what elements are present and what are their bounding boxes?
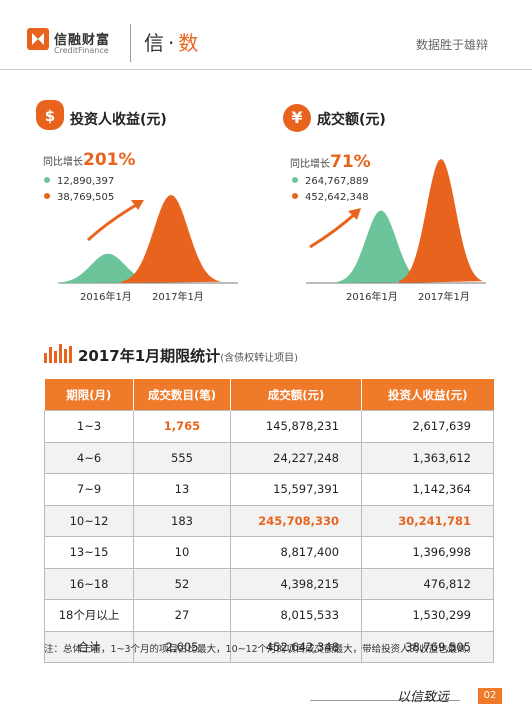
investor-xlabel-2016: 2016年1月 (80, 292, 132, 303)
investor-growth: 同比增长201% (43, 150, 136, 170)
cell-income: 1,530,299 (361, 599, 494, 632)
table-subtitle: (含债权转让项目) (220, 353, 298, 364)
col-header-income: 投资人收益(元) (361, 379, 494, 411)
investor-trend-arrow (86, 202, 139, 242)
page-number: 02 (478, 688, 502, 704)
legend-dot-orange (292, 193, 298, 199)
table-row: 16~18 52 4,398,215 476,812 (43, 567, 494, 600)
header-slogan: 信 · 数 (144, 27, 198, 56)
cell-volume: 245,708,330 (229, 504, 363, 537)
investor-area-2017 (121, 195, 221, 283)
deal-legend-2: 452,642,348 (292, 192, 369, 203)
investor-growth-value: 201% (83, 150, 136, 170)
cell-volume: 452,642,348 (229, 630, 363, 663)
table-row-total: 合计 2,605 452,642,348 38,769,505 (43, 630, 494, 663)
col-header-term: 期限(月) (44, 379, 135, 411)
cell-term: 4~6 (43, 441, 135, 474)
money-bag-icon: $ (36, 100, 64, 130)
col-header-volume: 成交额(元) (230, 379, 363, 411)
header-divider (130, 24, 131, 62)
cell-volume: 4,398,215 (229, 567, 363, 600)
term-statistics-table: 期限(月) 成交数目(笔) 成交额(元) 投资人收益(元) 1~3 1,765 … (43, 379, 494, 663)
cell-term: 1~3 (43, 410, 135, 443)
investor-legend-1-value: 12,890,397 (57, 176, 115, 187)
deal-title: 成交额(元) (317, 112, 386, 128)
investor-xlabel-2017: 2017年1月 (152, 292, 204, 303)
table-row: 1~3 1,765 145,878,231 2,617,639 (43, 410, 494, 443)
deal-area-2017 (399, 159, 483, 283)
slogan-part-b: 数 (178, 31, 199, 55)
cell-income: 1,396,998 (361, 536, 494, 569)
investor-legend-2-value: 38,769,505 (57, 192, 115, 203)
cell-count: 1,765 (133, 410, 231, 443)
cell-count: 555 (133, 441, 231, 474)
table-title-text: 2017年1月期限统计 (78, 347, 221, 365)
deal-growth: 同比增长71% (290, 152, 371, 172)
deal-growth-value: 71% (330, 152, 371, 172)
deal-legend-1-value: 264,767,889 (305, 176, 369, 187)
deal-xlabel-2016: 2016年1月 (346, 292, 398, 303)
header-tagline: 数据胜于雄辩 (416, 38, 489, 52)
cell-income: 30,241,781 (361, 504, 494, 537)
legend-dot-orange (44, 193, 50, 199)
cell-count: 52 (133, 567, 231, 600)
cell-income: 38,769,505 (361, 630, 494, 663)
cell-volume: 8,015,533 (229, 599, 363, 632)
cell-term: 7~9 (43, 473, 135, 506)
table-row: 7~9 13 15,597,391 1,142,364 (43, 473, 494, 506)
legend-dot-green (44, 177, 50, 183)
table-header-row: 期限(月) 成交数目(笔) 成交额(元) 投资人收益(元) (44, 379, 494, 411)
table-row: 10~12 183 245,708,330 30,241,781 (43, 504, 494, 537)
cell-term: 16~18 (43, 567, 135, 600)
deal-xlabel-2017: 2017年1月 (418, 292, 470, 303)
cell-income: 2,617,639 (361, 410, 494, 443)
table-row: 18个月以上 27 8,015,533 1,530,299 (43, 599, 494, 632)
cell-count: 10 (133, 536, 231, 569)
cell-volume: 145,878,231 (229, 410, 363, 443)
cell-count: 183 (133, 504, 231, 537)
investor-growth-label: 同比增长 (43, 157, 83, 168)
cell-income: 1,363,612 (361, 441, 494, 474)
cell-count: 27 (133, 599, 231, 632)
logo-text: 信融财富 (54, 33, 111, 48)
investor-title: 投资人收益(元) (70, 112, 167, 128)
cell-income: 1,142,364 (361, 473, 494, 506)
logo-mark (27, 28, 49, 50)
cell-volume: 8,817,400 (229, 536, 363, 569)
table-row: 4~6 555 24,227,248 1,363,612 (43, 441, 494, 474)
cell-term: 合计 (43, 630, 135, 663)
deal-legend-2-value: 452,642,348 (305, 192, 369, 203)
slogan-dot: · (168, 31, 175, 55)
bar-chart-icon (44, 344, 72, 363)
slogan-part-a: 信 (144, 31, 164, 55)
deal-growth-label: 同比增长 (290, 159, 330, 170)
cell-volume: 15,597,391 (229, 473, 363, 506)
logo-x-icon (32, 33, 44, 45)
col-header-count: 成交数目(笔) (133, 379, 231, 411)
cell-income: 476,812 (361, 567, 494, 600)
investor-legend-1: 12,890,397 (44, 176, 114, 187)
table-row: 13~15 10 8,817,400 1,396,998 (43, 536, 494, 569)
investor-legend-2: 38,769,505 (44, 192, 114, 203)
table-title: 2017年1月期限统计(含债权转让项目) (78, 345, 298, 366)
footer-signature: 以信致远 (397, 690, 450, 705)
deal-area-2016 (337, 210, 425, 283)
logo-subtext: CreditFinance (54, 46, 109, 55)
deal-chart (306, 159, 486, 284)
table-note: 注：总体上看，1~3个月的项目占比最大，10~12个月的项目成交额最大，带给投资… (44, 644, 477, 655)
deal-trend-arrow (309, 211, 358, 249)
cell-term: 13~15 (43, 536, 135, 569)
deal-legend-1: 264,767,889 (292, 176, 369, 187)
investor-arrow-head (131, 200, 144, 210)
footer-rule (310, 700, 460, 701)
header-rule (0, 69, 532, 70)
cell-count: 13 (133, 473, 231, 506)
deal-arrow-head (348, 208, 361, 220)
investor-chart (58, 195, 238, 284)
cell-term: 10~12 (43, 504, 135, 537)
cell-term: 18个月以上 (43, 599, 135, 632)
cell-volume: 24,227,248 (229, 441, 363, 474)
yen-icon: ¥ (283, 104, 311, 132)
legend-dot-green (292, 177, 298, 183)
